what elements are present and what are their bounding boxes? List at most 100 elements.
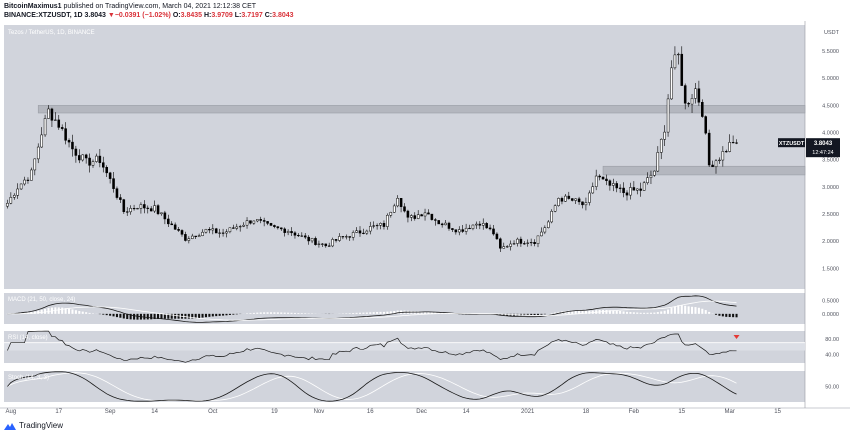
price-tick-label: 4.0000 [822, 131, 839, 137]
candle-body [36, 146, 40, 160]
macd-histogram-bar [718, 313, 721, 316]
macd-histogram-bar [382, 311, 385, 314]
macd-histogram-bar [269, 312, 273, 314]
stoch-pane [4, 371, 805, 402]
candle [481, 218, 485, 230]
candle [711, 160, 714, 168]
candle [478, 221, 482, 230]
candle-body [348, 236, 352, 238]
candle [434, 218, 437, 226]
candle-body [430, 213, 434, 220]
candle-body [588, 192, 591, 203]
rsi-tick-label: 80.00 [825, 337, 839, 343]
candle [375, 223, 379, 230]
candle-body [697, 88, 701, 103]
macd-histogram-bar [427, 311, 430, 314]
candle [67, 138, 71, 148]
candle [475, 221, 478, 229]
rsi-tick-label: 40.00 [825, 352, 839, 358]
macd-histogram-bar [687, 306, 690, 314]
candle-body [557, 198, 560, 206]
candle-body [564, 195, 567, 202]
candle [714, 159, 718, 174]
candle [167, 214, 170, 227]
candle-body [129, 208, 132, 213]
candle-body [687, 102, 690, 105]
candle [252, 220, 256, 225]
candle [728, 134, 731, 153]
candle [6, 199, 9, 209]
macd-histogram-bar [530, 313, 533, 316]
candle-body [410, 215, 413, 218]
candle [666, 94, 670, 137]
macd-histogram-bar [536, 313, 540, 315]
candle-body [310, 238, 314, 242]
candle-body [399, 198, 403, 207]
macd-histogram-bar [47, 307, 50, 314]
candle-body [115, 188, 119, 198]
candle [173, 222, 177, 231]
macd-histogram-bar [393, 311, 396, 314]
candle-body [656, 152, 660, 172]
macd-histogram-bar [252, 312, 255, 314]
macd-histogram-bar [564, 311, 567, 314]
macd-histogram-bar [639, 312, 642, 314]
candle [190, 233, 194, 240]
candle [362, 228, 365, 235]
candle-body [321, 243, 324, 245]
candle-body [365, 230, 369, 234]
candle-body [177, 229, 180, 231]
macd-histogram-bar [218, 313, 221, 316]
candle-body [721, 151, 725, 161]
macd-histogram-bar [732, 313, 735, 318]
candle-body [108, 172, 112, 179]
candle-body [119, 197, 122, 200]
chart-area[interactable]: USDT 5.5000 5.0000 4.5000 4.0000 3.5000 3.0000… [0, 21, 850, 419]
candle-body [618, 187, 622, 189]
macd-histogram-bar [71, 309, 74, 314]
macd-tick-label: 0.0000 [822, 312, 839, 318]
candle-body [125, 211, 129, 213]
macd-histogram-bar [263, 312, 266, 314]
candle-body [160, 212, 163, 215]
candle [649, 170, 653, 185]
price-tick-label: 5.5000 [822, 49, 839, 55]
candle-body [232, 227, 235, 229]
candle [112, 172, 115, 193]
candle-body [523, 243, 526, 245]
candle-body [711, 164, 714, 168]
candle-body [249, 220, 252, 224]
candle-body [677, 53, 680, 56]
candle [584, 197, 588, 211]
candle-body [139, 204, 143, 209]
candle-body [238, 226, 242, 228]
candle [447, 221, 451, 231]
candle [40, 127, 43, 148]
candle [262, 217, 266, 227]
candle [170, 221, 174, 226]
candle [687, 102, 690, 108]
candle-body [74, 148, 78, 156]
candle-body [143, 204, 146, 209]
candle [208, 227, 211, 234]
candle-body [375, 225, 379, 227]
candle-body [420, 214, 423, 217]
candle [629, 182, 632, 200]
candle [437, 220, 441, 225]
macd-histogram-bar [348, 313, 351, 314]
macd-histogram-bar [396, 310, 399, 314]
candle-body [184, 234, 187, 241]
candle [567, 191, 571, 200]
symbol-line: BINANCE:XTZUSDT, 1D [4, 12, 83, 19]
candle-body [598, 175, 601, 178]
candle [321, 243, 324, 248]
price-tick-label: 2.0000 [822, 239, 839, 245]
candle-body [437, 220, 441, 225]
candle-body [334, 239, 338, 241]
macd-histogram-bar [578, 310, 581, 314]
time-tick-label: 14 [151, 409, 158, 415]
candle-body [509, 243, 512, 247]
candle-body [235, 226, 239, 229]
candle [115, 186, 119, 200]
macd-histogram-bar [417, 311, 420, 314]
